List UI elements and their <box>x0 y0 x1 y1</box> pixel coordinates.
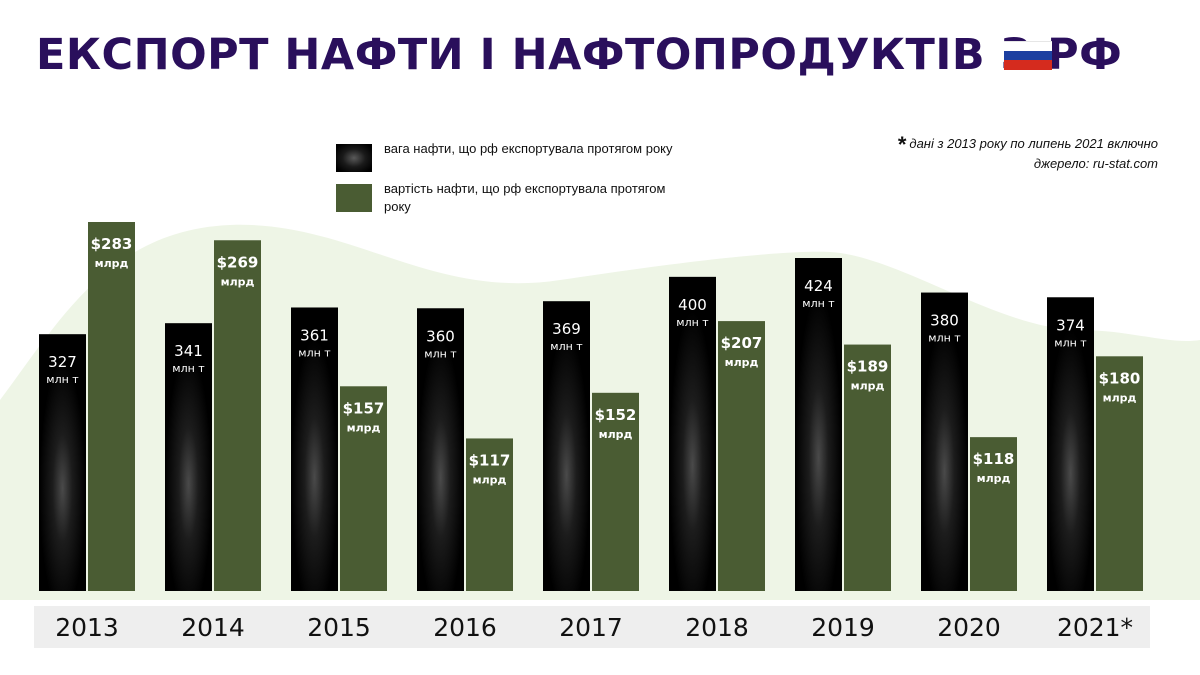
legend-item-weight: вага нафти, що рф експортувала протягом … <box>336 140 674 172</box>
legend: вага нафти, що рф експортувала протягом … <box>336 140 674 224</box>
tick-label-year: 2015 <box>307 613 371 642</box>
bar-weight-2019 <box>795 258 842 591</box>
bar-value-2021 <box>1096 356 1143 591</box>
data-unit-value: млрд <box>599 428 633 441</box>
data-unit-weight: млн т <box>802 297 835 310</box>
tick-label-year: 2020 <box>937 613 1001 642</box>
flag-stripe-white <box>1004 41 1052 51</box>
data-label-weight: 380 <box>930 312 959 330</box>
page-title: ЕКСПОРТ НАФТИ І НАФТОПРОДУКТІВ З РФ <box>36 30 1123 80</box>
tick-label-year: 2014 <box>181 613 245 642</box>
bar-value-2015 <box>340 386 387 591</box>
bar-weight-2017 <box>543 301 590 591</box>
tick-label-year: 2019 <box>811 613 875 642</box>
data-label-value: $269 <box>217 253 259 271</box>
legend-item-value: вартість нафти, що рф експортувала протя… <box>336 180 674 216</box>
bar-value-2020 <box>970 437 1017 591</box>
data-unit-weight: млн т <box>1054 336 1087 349</box>
data-label-weight: 361 <box>300 326 329 344</box>
data-unit-value: млрд <box>1103 391 1137 404</box>
bar-value-2016 <box>466 438 513 591</box>
data-label-value: $117 <box>469 451 511 469</box>
bar-weight-2020 <box>921 292 968 591</box>
flag-stripe-blue <box>1004 50 1052 61</box>
data-unit-weight: млн т <box>172 362 205 375</box>
data-label-weight: 327 <box>48 353 77 371</box>
legend-label-value: вартість нафти, що рф експортувала протя… <box>384 181 666 214</box>
asterisk: * <box>897 132 907 157</box>
data-unit-weight: млн т <box>550 340 583 353</box>
data-label-weight: 424 <box>804 277 833 295</box>
bar-value-2013 <box>88 222 135 591</box>
footnote-source: джерело: ru-stat.com <box>1033 156 1158 171</box>
data-unit-value: млрд <box>221 275 255 288</box>
bar-weight-2018 <box>669 276 716 591</box>
data-unit-value: млрд <box>95 257 129 270</box>
data-label-value: $180 <box>1099 369 1141 387</box>
data-label-value: $207 <box>721 334 763 352</box>
tick-label-year: 2021* <box>1057 613 1133 642</box>
data-unit-weight: млн т <box>676 316 709 329</box>
data-unit-value: млрд <box>725 356 759 369</box>
tick-label-year: 2017 <box>559 613 623 642</box>
tick-label-year: 2016 <box>433 613 497 642</box>
bar-value-2014 <box>214 240 261 592</box>
tick-label-year: 2013 <box>55 613 119 642</box>
data-unit-weight: млн т <box>298 346 331 359</box>
legend-swatch-weight <box>336 144 372 172</box>
data-unit-value: млрд <box>473 473 507 486</box>
data-label-weight: 369 <box>552 320 581 338</box>
footnote-period: дані з 2013 року по липень 2021 включно <box>909 136 1158 151</box>
legend-label-weight: вага нафти, що рф експортувала протягом … <box>384 141 673 156</box>
russia-flag-icon <box>1004 41 1052 70</box>
year-band <box>34 606 1150 648</box>
bar-value-2019 <box>844 344 891 591</box>
tick-label-year: 2018 <box>685 613 749 642</box>
data-unit-value: млрд <box>851 380 885 393</box>
bar-weight-2016 <box>417 308 464 591</box>
data-unit-weight: млн т <box>424 347 457 360</box>
data-label-value: $283 <box>91 235 133 253</box>
data-label-value: $152 <box>595 406 637 424</box>
data-label-weight: 374 <box>1056 316 1085 334</box>
data-label-value: $189 <box>847 358 889 376</box>
bar-value-2017 <box>592 392 639 591</box>
data-label-weight: 341 <box>174 342 203 360</box>
data-label-value: $118 <box>973 450 1015 468</box>
bar-weight-2014 <box>165 323 212 591</box>
data-label-weight: 360 <box>426 327 455 345</box>
bar-weight-2021 <box>1047 297 1094 591</box>
footnote: * дані з 2013 року по липень 2021 включно… <box>898 134 1158 173</box>
data-label-value: $157 <box>343 399 385 417</box>
data-unit-value: млрд <box>347 421 381 434</box>
data-label-weight: 400 <box>678 296 707 314</box>
data-unit-weight: млн т <box>46 373 79 386</box>
bar-weight-2015 <box>291 307 338 591</box>
bar-value-2018 <box>718 321 765 591</box>
bar-weight-2013 <box>39 334 86 591</box>
data-unit-weight: млн т <box>928 332 961 345</box>
data-unit-value: млрд <box>977 472 1011 485</box>
flag-stripe-red <box>1004 60 1052 70</box>
legend-swatch-value <box>336 184 372 212</box>
